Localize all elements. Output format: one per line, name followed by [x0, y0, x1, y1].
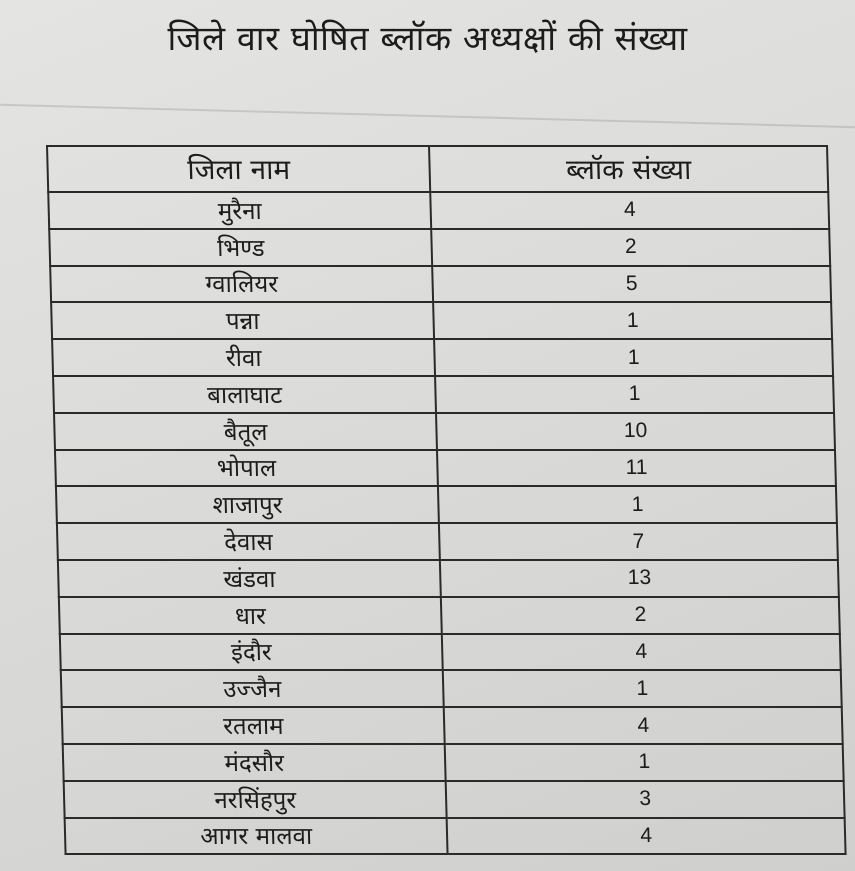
page-title: जिले वार घोषित ब्लॉक अध्यक्षों की संख्या [167, 19, 688, 59]
background-line [0, 103, 855, 129]
table-row: आगर मालवा 4 [64, 817, 846, 855]
table-row: रीवा 1 [52, 339, 834, 376]
table-row: उज्जैन 1 [60, 670, 842, 708]
district-name: बालाघाट [53, 375, 437, 413]
header-district-name: जिला नाम [47, 146, 431, 192]
block-count: 13 [440, 559, 839, 597]
district-name: भिण्ड [49, 228, 433, 266]
table-row: भोपाल 11 [54, 449, 836, 487]
district-name: खंडवा [57, 559, 442, 597]
table-row: बालाघाट 1 [53, 375, 835, 413]
district-name: रतलाम [61, 707, 445, 744]
district-name: नरसिंहपुर [63, 780, 447, 818]
table-row: धार 2 [58, 596, 840, 634]
table-row: शाजापुर 1 [55, 486, 837, 524]
block-count: 11 [437, 449, 836, 487]
district-name: उज्जैन [60, 670, 444, 708]
block-count: 1 [442, 670, 842, 708]
block-count: 10 [436, 412, 835, 450]
table-row: रतलाम 4 [61, 707, 843, 744]
block-count: 1 [444, 743, 844, 781]
table-row: नरसिंहपुर 3 [63, 780, 845, 818]
table-row: पन्ना 1 [51, 302, 833, 340]
table-row: खंडवा 13 [57, 559, 839, 597]
header-block-count: ब्लॉक संख्या [429, 146, 829, 192]
block-count: 1 [438, 486, 837, 524]
district-block-table: जिला नाम ब्लॉक संख्या मुरैना 4 भिण्ड 2 ग्वाल… [46, 145, 847, 855]
block-count: 4 [430, 192, 830, 229]
table-row: मुरैना 4 [48, 192, 830, 229]
district-name: बैतूल [54, 412, 438, 450]
block-count: 2 [441, 596, 840, 634]
district-name: मुरैना [48, 192, 432, 229]
district-name: रीवा [52, 339, 436, 376]
table-row: ग्वालियर 5 [50, 265, 832, 303]
block-count: 3 [445, 780, 845, 818]
district-name: ग्वालियर [50, 265, 434, 303]
district-name: मंदसौर [62, 743, 446, 781]
table-row: इंदौर 4 [59, 633, 841, 671]
block-count: 4 [441, 633, 841, 671]
district-name: देवास [56, 523, 441, 560]
block-count: 1 [433, 302, 833, 340]
block-count: 1 [434, 339, 834, 376]
block-count: 4 [443, 707, 843, 744]
table-row: देवास 7 [56, 523, 838, 560]
table-row: भिण्ड 2 [49, 228, 831, 266]
district-name: इंदौर [59, 633, 443, 671]
block-count: 4 [446, 817, 846, 855]
table-row: मंदसौर 1 [62, 743, 844, 781]
district-name: धार [58, 596, 442, 634]
block-count: 7 [439, 523, 838, 560]
header-row: जिला नाम ब्लॉक संख्या [47, 146, 829, 192]
block-count: 2 [431, 228, 831, 266]
district-name: शाजापुर [55, 486, 440, 524]
district-name: पन्ना [51, 302, 435, 340]
block-count: 1 [435, 375, 835, 413]
block-count: 5 [432, 265, 832, 303]
district-name: आगर मालवा [64, 817, 448, 855]
table-row: बैतूल 10 [54, 412, 835, 450]
district-name: भोपाल [54, 449, 439, 487]
